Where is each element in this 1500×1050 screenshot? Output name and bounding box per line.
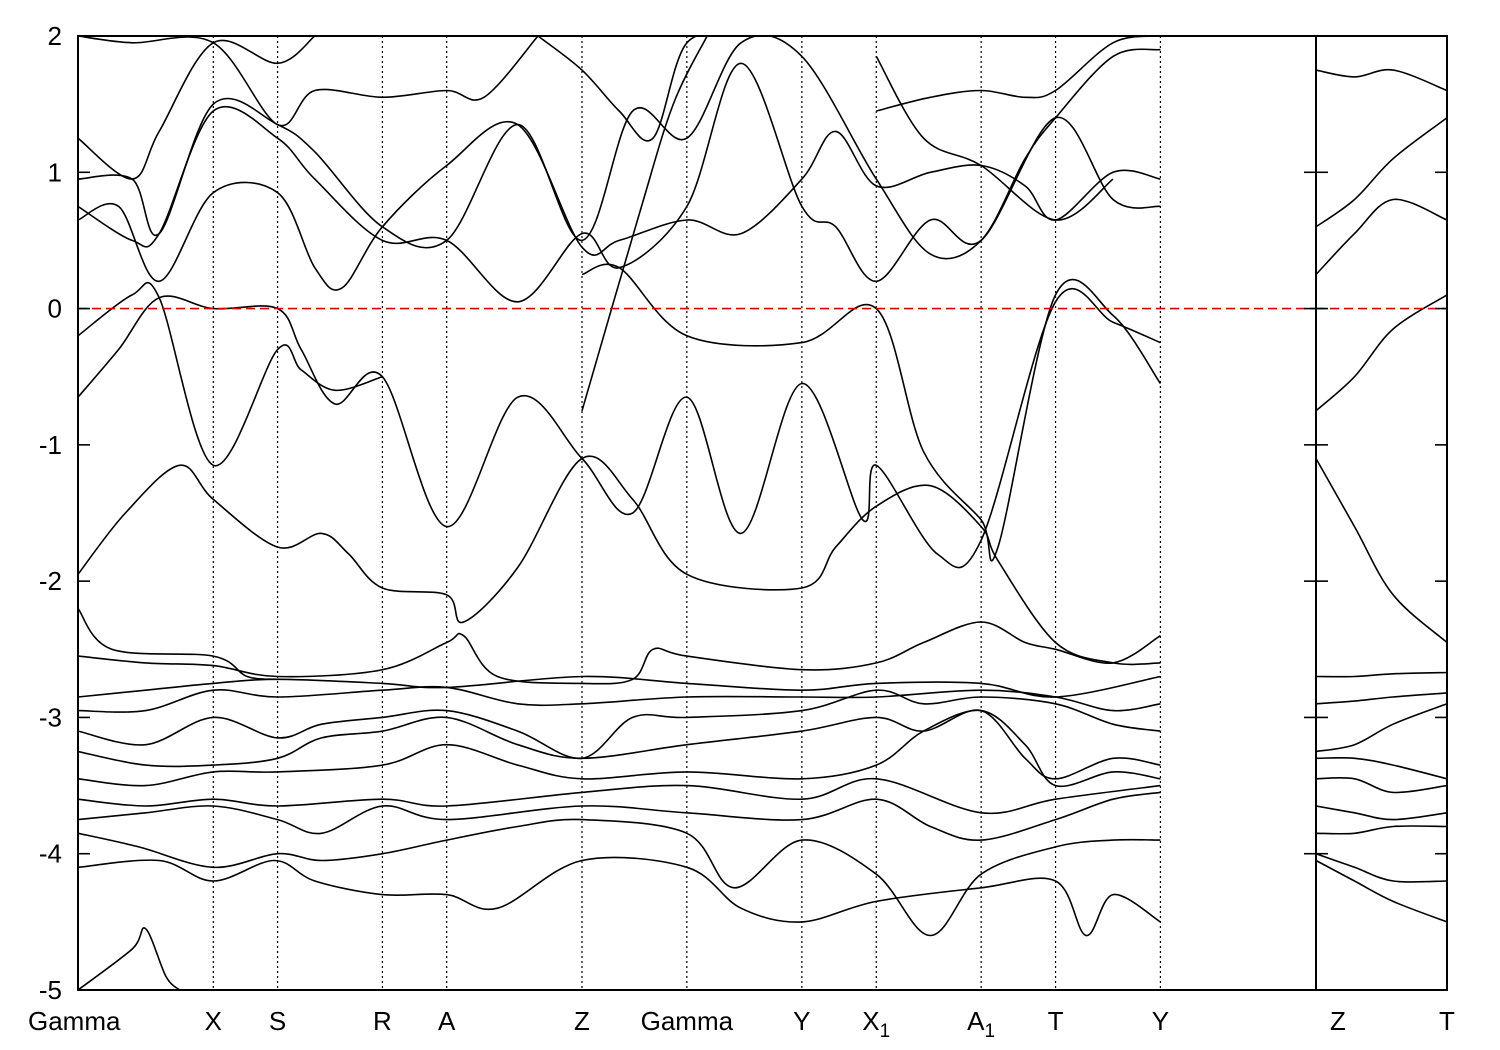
kpoint-label-gamma: Gamma (28, 1006, 121, 1036)
band-line-p2-6 (1315, 757, 1447, 780)
band-line-p1-18 (78, 36, 1161, 260)
band-line-p1-20 (78, 36, 539, 127)
band-line-p2-9 (1315, 671, 1447, 678)
kpoint-label-t: T (1048, 1006, 1064, 1036)
band-line-p1-11 (78, 621, 1161, 685)
band-line-p1-16 (78, 121, 1161, 291)
kpoint-label-t: T (1439, 1006, 1455, 1036)
kpoint-label-x: X (205, 1006, 222, 1036)
kpoint-label-z: Z (574, 1006, 590, 1036)
band-line-p1-14 (78, 287, 1161, 569)
band-line-p2-13 (1315, 117, 1447, 228)
band-line-p1-2 (78, 856, 1161, 937)
band-line-p1-21 (537, 36, 742, 142)
band-line-p1-7 (78, 709, 1161, 780)
band-line-p1-23 (581, 263, 1162, 562)
band-line-p2-14 (1315, 68, 1447, 92)
kpoint-label-s: S (269, 1006, 286, 1036)
plot-frames (77, 35, 1448, 991)
y-tick-label: 0 (48, 294, 62, 324)
y-axis-ticks: 2 1 0 -1 -2 -3 -4 -5 (39, 21, 1447, 1005)
band-line-p1-10 (78, 675, 1161, 698)
kpoint-label-a: A (438, 1006, 456, 1036)
plot-frame (77, 35, 1317, 991)
kpoint-label-y: Y (793, 1006, 810, 1036)
band-line-p1-6 (78, 709, 1161, 788)
kpoint-label-gamma: Gamma (641, 1006, 734, 1036)
band-line-p2-2 (1315, 852, 1447, 883)
y-tick-label: -3 (39, 702, 62, 732)
band-line-p1-22 (581, 36, 708, 412)
band-line-p2-12 (1315, 198, 1447, 276)
y-tick-label: -2 (39, 566, 62, 596)
band-line-p2-11 (1315, 294, 1447, 412)
band-line-p1-3 (78, 818, 1161, 937)
kpoint-label-a1: A1 (967, 1006, 995, 1042)
plot-frame (1315, 35, 1448, 991)
band-line-p2-4 (1315, 805, 1447, 821)
band-line-p1-24 (876, 36, 1161, 112)
band-line-p1-9 (78, 685, 1161, 713)
bands (78, 36, 1447, 990)
kpoint-label-r: R (373, 1006, 392, 1036)
band-line-p1-19 (78, 36, 316, 180)
band-line-p2-1 (1315, 859, 1447, 923)
x-axis-kpoint-labels: Gamma X S R A Z Gamma Y X1 A1 T Y Z T (28, 1006, 1455, 1042)
y-tick-label: 1 (48, 157, 62, 187)
band-line-p1-8 (78, 689, 1161, 760)
kpoint-label-x1: X1 (862, 1006, 890, 1042)
band-line-p1-17 (78, 62, 1161, 303)
y-tick-label: -1 (39, 430, 62, 460)
band-line-p2-5 (1315, 776, 1447, 794)
kpoint-label-y: Y (1152, 1006, 1169, 1036)
band-line-p1-12 (78, 607, 278, 681)
kpoint-label-z: Z (1330, 1006, 1346, 1036)
y-tick-label: -5 (39, 975, 62, 1005)
kpoint-lines (212, 36, 1162, 990)
band-line-p2-7 (1315, 703, 1447, 753)
y-tick-label: 2 (48, 21, 62, 51)
band-line-p2-3 (1315, 825, 1447, 835)
y-tick-label: -4 (39, 839, 62, 869)
band-line-p1-4 (78, 791, 1161, 841)
band-line-p2-8 (1315, 692, 1447, 705)
band-line-p1-25 (875, 56, 1114, 221)
band-line-p1-1 (78, 927, 181, 990)
band-line-p1-5 (78, 777, 1161, 815)
band-line-p1-15 (78, 281, 383, 467)
band-line-p2-10 (1315, 458, 1447, 644)
